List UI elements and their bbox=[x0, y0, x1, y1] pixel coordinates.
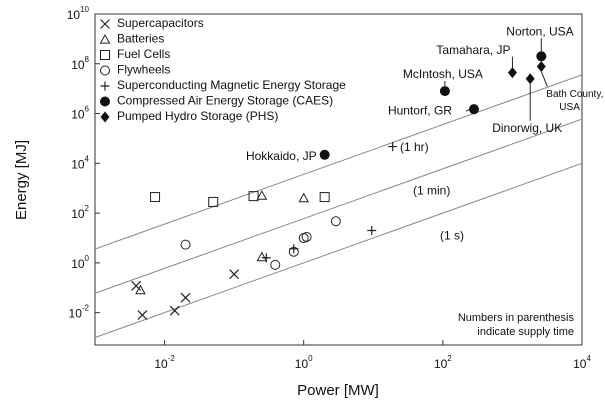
tick-label: 104 bbox=[573, 354, 591, 371]
tick-label: 102 bbox=[434, 354, 452, 371]
tick-base: 10 bbox=[69, 307, 83, 321]
legend-label: Flywheels bbox=[117, 63, 170, 77]
tick-exponent: 4 bbox=[85, 154, 90, 163]
tick-exponent: -2 bbox=[168, 354, 176, 363]
marker bbox=[261, 253, 271, 263]
marker bbox=[507, 67, 517, 79]
tick-label: 108 bbox=[71, 55, 89, 72]
legend-label: Compressed Air Energy Storage (CAES) bbox=[117, 94, 333, 108]
marker bbox=[536, 60, 546, 72]
marker bbox=[100, 50, 110, 60]
marker bbox=[256, 190, 268, 200]
marker bbox=[180, 239, 191, 250]
marker bbox=[536, 51, 547, 62]
reference-line-label: (1 min) bbox=[413, 184, 450, 198]
marker bbox=[208, 196, 219, 207]
point-label: Tamahara, JP bbox=[436, 43, 510, 57]
marker bbox=[169, 305, 180, 316]
tick-label: 100 bbox=[295, 354, 313, 371]
tick-base: 10 bbox=[154, 357, 168, 371]
tick-label: 1010 bbox=[67, 5, 90, 22]
point-label: Hokkaido, JP bbox=[246, 149, 317, 163]
tick-exponent: 0 bbox=[308, 354, 313, 363]
tick-exponent: 4 bbox=[586, 354, 591, 363]
point-label: Norton, USA bbox=[506, 24, 573, 38]
point-label: McIntosh, USA bbox=[403, 67, 483, 81]
legend-label: Pumped Hydro Storage (PHS) bbox=[117, 109, 278, 123]
marker bbox=[301, 231, 312, 242]
plot-frame bbox=[94, 13, 583, 346]
x-axis-label: Power [MW] bbox=[297, 382, 379, 399]
tick-base: 10 bbox=[71, 157, 85, 171]
marker bbox=[256, 251, 268, 262]
marker bbox=[150, 192, 161, 203]
tick-base: 10 bbox=[67, 8, 81, 22]
note: Numbers in parenthesis bbox=[458, 312, 575, 324]
reference-line-label: (1 hr) bbox=[400, 140, 429, 154]
marker bbox=[525, 73, 535, 85]
marker bbox=[468, 104, 479, 115]
tick-base: 10 bbox=[71, 257, 85, 271]
marker bbox=[99, 33, 111, 44]
reference-line-label: (1 s) bbox=[440, 228, 464, 242]
tick-label: 10-2 bbox=[69, 304, 90, 321]
legend-label: Fuel Cells bbox=[117, 47, 170, 61]
marker bbox=[319, 192, 330, 203]
legend-label: Supercapacitors bbox=[117, 16, 204, 30]
point-label: Dinorwig, UK bbox=[492, 121, 562, 135]
tick-exponent: 10 bbox=[80, 5, 89, 14]
marker bbox=[289, 244, 299, 254]
tick-exponent: 6 bbox=[85, 105, 90, 114]
tick-exponent: 2 bbox=[85, 204, 90, 213]
marker bbox=[100, 111, 110, 123]
tick-label: 10-2 bbox=[154, 354, 175, 371]
legend-label: Superconducting Magnetic Energy Storage bbox=[117, 78, 346, 92]
marker bbox=[137, 310, 148, 320]
tick-exponent: 0 bbox=[85, 254, 90, 263]
marker bbox=[248, 191, 259, 202]
marker bbox=[229, 269, 240, 280]
leader-line bbox=[465, 108, 471, 112]
marker bbox=[100, 19, 110, 29]
marker bbox=[131, 280, 142, 291]
marker bbox=[388, 142, 398, 152]
legend-label: Batteries bbox=[117, 32, 164, 46]
tick-label: 104 bbox=[71, 154, 89, 171]
tick-base: 10 bbox=[71, 207, 85, 221]
tick-label: 102 bbox=[71, 204, 89, 221]
reference-line bbox=[95, 118, 582, 294]
point-label: Huntorf, GR bbox=[388, 103, 452, 117]
tick-label: 106 bbox=[71, 105, 89, 122]
tick-label: 100 bbox=[71, 254, 89, 271]
note: indicate supply time bbox=[477, 326, 574, 338]
marker bbox=[100, 65, 110, 76]
leader-line bbox=[540, 71, 548, 87]
y-axis-label: Energy [MJ] bbox=[13, 140, 30, 220]
tick-exponent: 8 bbox=[85, 55, 90, 64]
marker bbox=[180, 292, 191, 303]
marker bbox=[439, 86, 450, 97]
point-label: Bath County, bbox=[546, 89, 603, 100]
marker bbox=[270, 259, 281, 270]
marker bbox=[135, 284, 146, 295]
point-label: USA bbox=[559, 102, 580, 113]
tick-base: 10 bbox=[573, 357, 587, 371]
tick-base: 10 bbox=[434, 357, 448, 371]
marker bbox=[367, 225, 377, 235]
marker bbox=[298, 192, 310, 203]
marker bbox=[319, 149, 330, 160]
marker bbox=[100, 96, 110, 107]
tick-base: 10 bbox=[71, 58, 85, 72]
tick-exponent: 2 bbox=[447, 354, 452, 363]
tick-base: 10 bbox=[71, 108, 85, 122]
marker bbox=[100, 81, 110, 91]
marker bbox=[330, 216, 341, 227]
tick-base: 10 bbox=[295, 357, 309, 371]
reference-line bbox=[95, 74, 582, 250]
tick-exponent: -2 bbox=[82, 304, 90, 313]
